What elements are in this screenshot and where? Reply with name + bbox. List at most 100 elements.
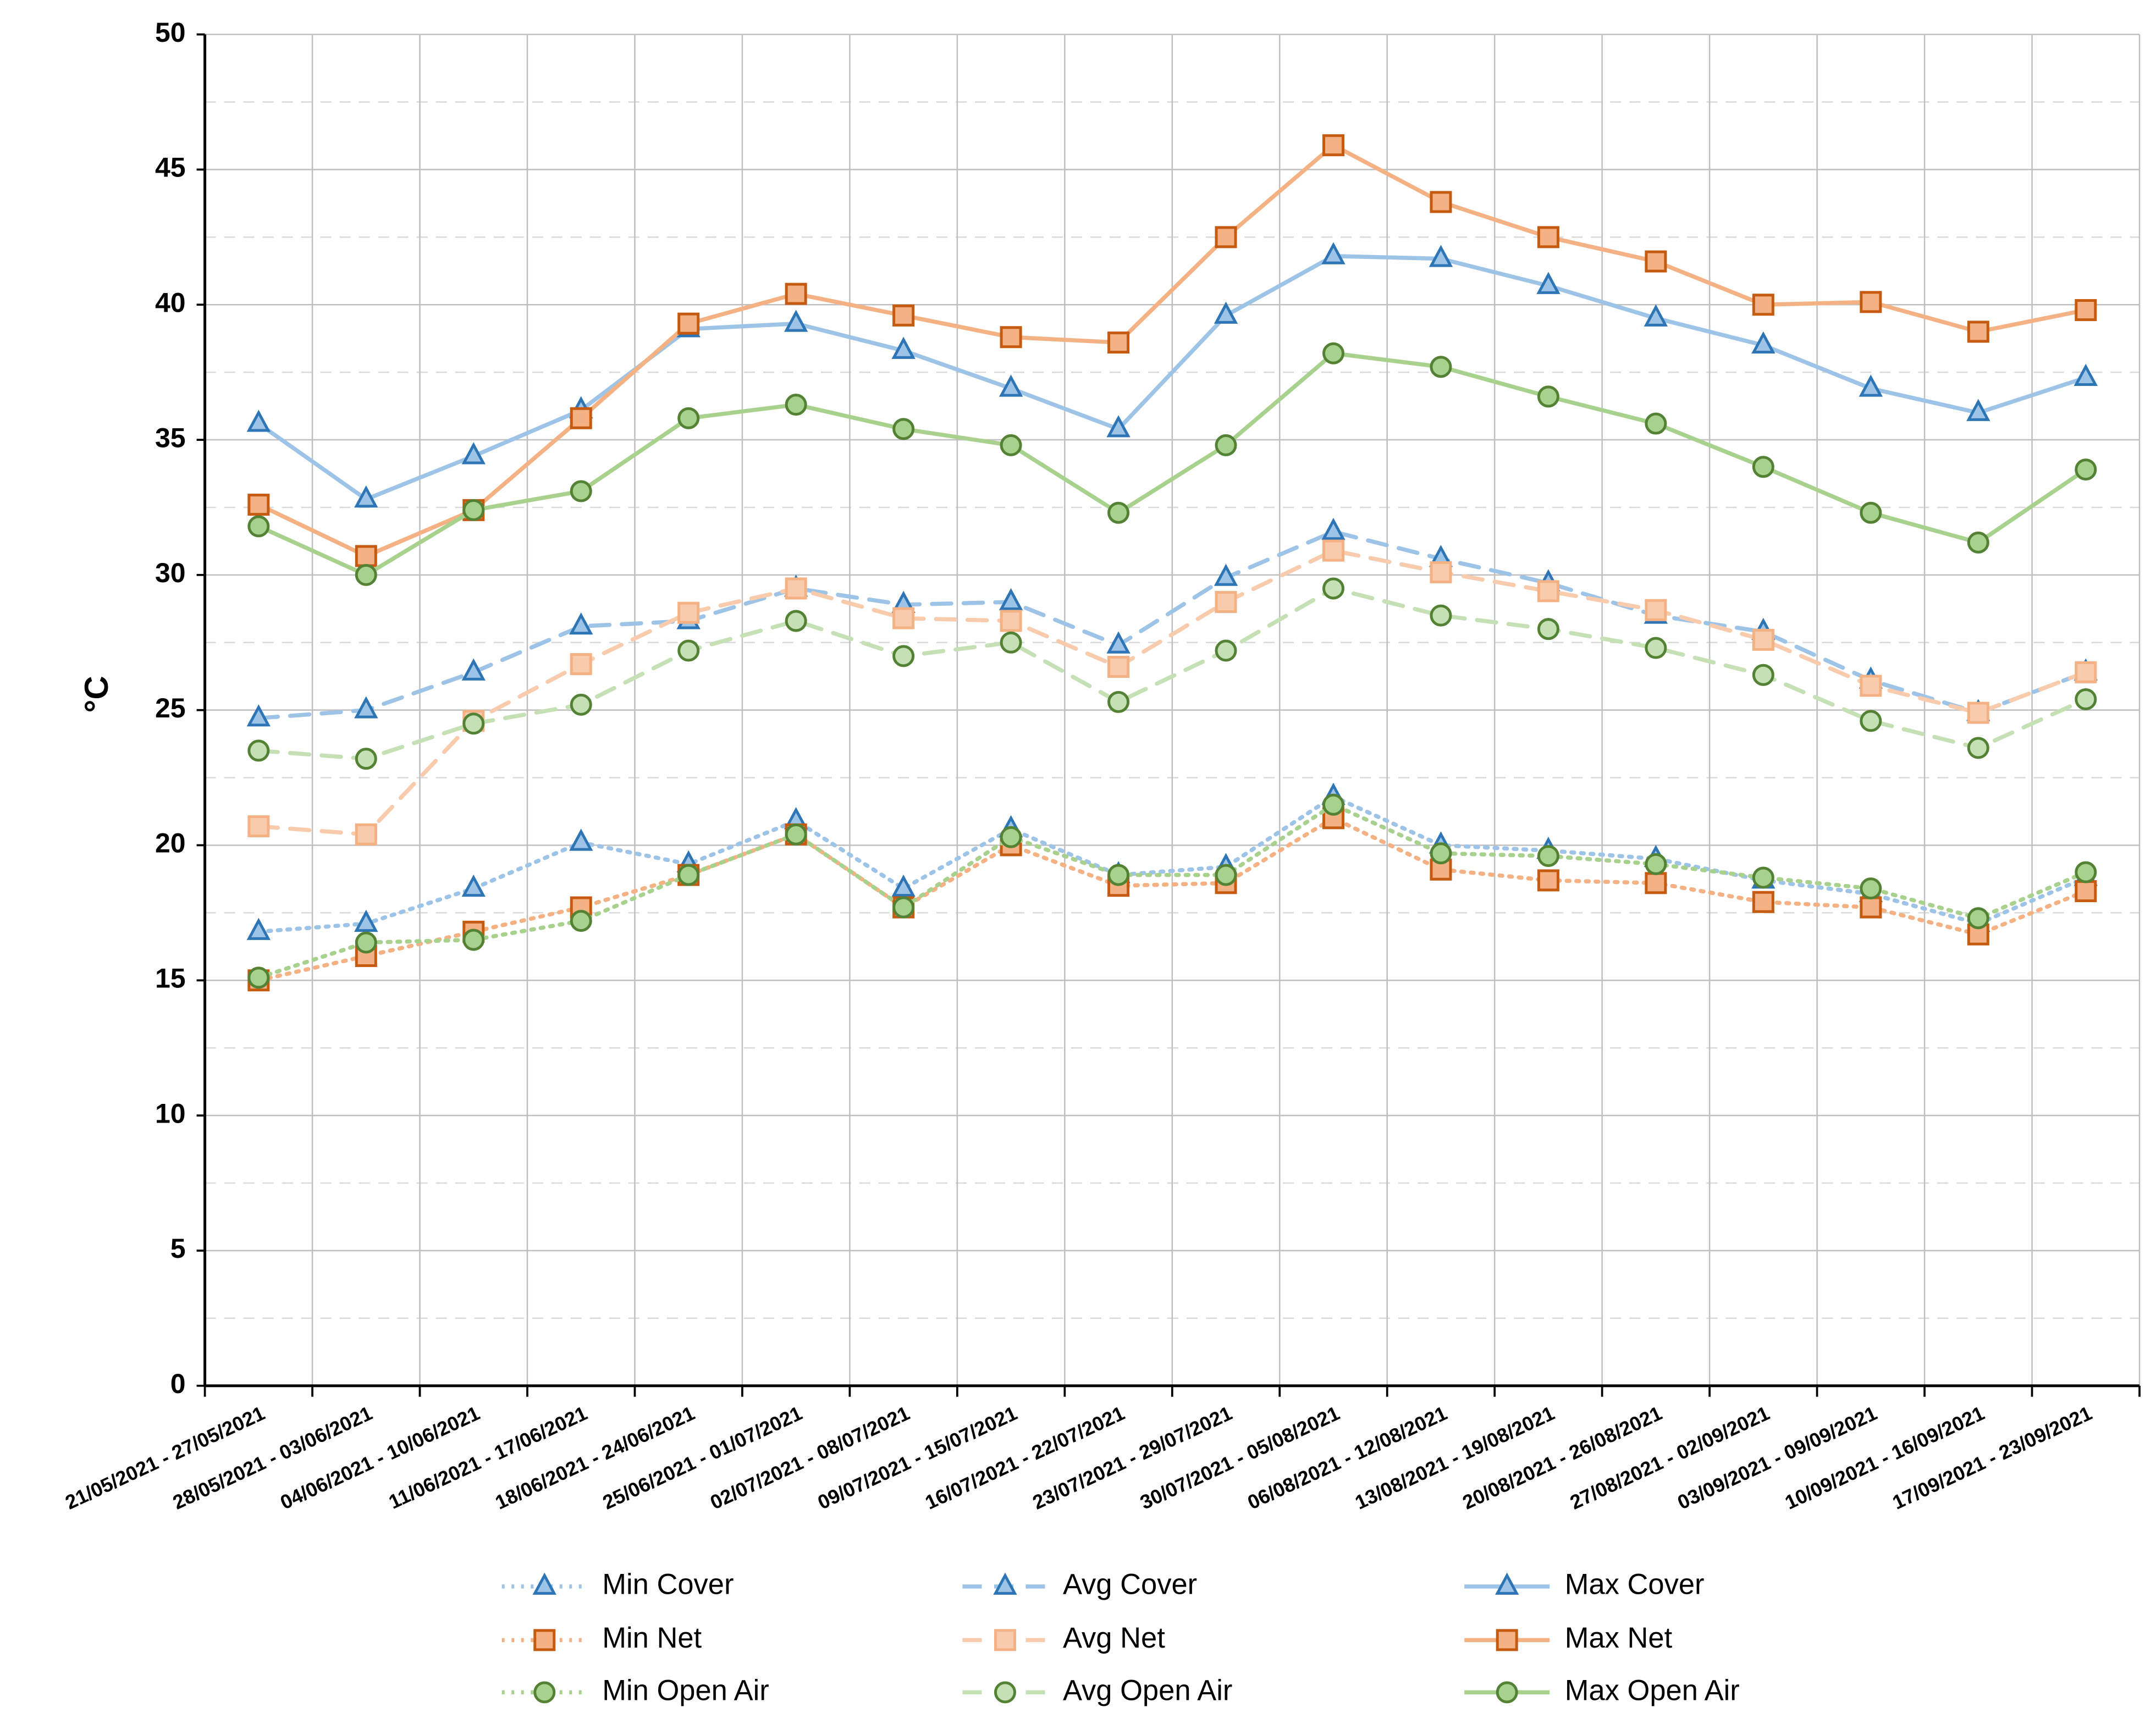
marker xyxy=(1215,864,1237,886)
marker xyxy=(1107,656,1130,678)
marker xyxy=(1537,618,1559,640)
marker xyxy=(677,601,700,624)
marker xyxy=(1537,385,1559,408)
marker xyxy=(247,966,270,989)
marker xyxy=(1537,580,1559,603)
marker xyxy=(461,442,486,465)
x-tick-label: 04/06/2021 - 10/06/2021 xyxy=(277,1402,483,1514)
marker xyxy=(1860,291,1882,313)
marker xyxy=(892,418,915,440)
marker xyxy=(1429,245,1453,267)
marker xyxy=(247,815,270,838)
marker xyxy=(247,515,270,538)
marker xyxy=(1752,294,1774,316)
marker xyxy=(2075,688,2097,711)
marker xyxy=(1645,599,1667,621)
marker xyxy=(569,612,593,635)
series-line xyxy=(256,351,2088,578)
y-tick-label: 10 xyxy=(155,1098,186,1129)
marker xyxy=(1000,631,1022,654)
marker xyxy=(993,1572,1017,1595)
x-tick-label: 10/09/2021 - 16/09/2021 xyxy=(1782,1402,1988,1514)
marker xyxy=(1967,531,1989,554)
marker xyxy=(785,283,807,305)
marker xyxy=(355,931,377,954)
marker xyxy=(1967,737,1989,759)
marker xyxy=(2075,880,2097,903)
marker xyxy=(1430,191,1452,213)
legend-label: Avg Open Air xyxy=(1063,1674,1232,1706)
x-tick-label: 23/07/2021 - 29/07/2021 xyxy=(1029,1402,1236,1514)
legend-label: Max Cover xyxy=(1565,1568,1705,1601)
marker xyxy=(1107,501,1130,524)
y-tick-label: 45 xyxy=(155,152,186,183)
legend-label: Max Net xyxy=(1565,1622,1673,1654)
marker xyxy=(246,410,271,432)
marker xyxy=(355,545,377,567)
legend-label: Min Cover xyxy=(602,1568,734,1601)
series-line xyxy=(256,802,2088,980)
marker xyxy=(354,909,378,932)
legend-label: Max Open Air xyxy=(1565,1674,1740,1706)
x-tick-label: 25/06/2021 - 01/07/2021 xyxy=(599,1402,806,1514)
x-tick-label: 09/07/2021 - 15/07/2021 xyxy=(814,1402,1021,1514)
legend-label: Min Net xyxy=(602,1622,702,1654)
marker xyxy=(1752,456,1774,478)
series-line xyxy=(256,816,2088,983)
marker xyxy=(570,693,592,716)
marker xyxy=(1860,501,1882,524)
marker xyxy=(355,563,377,586)
marker xyxy=(892,896,915,919)
series xyxy=(247,577,2097,770)
marker xyxy=(1860,896,1882,919)
marker xyxy=(892,304,915,327)
y-tick-label: 0 xyxy=(170,1368,186,1399)
marker xyxy=(1536,272,1561,294)
x-tick-label: 30/07/2021 - 05/08/2021 xyxy=(1137,1402,1343,1514)
marker xyxy=(891,874,916,897)
marker xyxy=(1322,793,1344,816)
marker xyxy=(1496,1681,1518,1704)
marker xyxy=(355,748,377,770)
marker xyxy=(462,499,485,521)
marker xyxy=(1645,853,1667,875)
marker xyxy=(1859,374,1883,397)
marker xyxy=(1321,242,1346,264)
marker xyxy=(1752,628,1774,651)
marker xyxy=(785,823,807,846)
series xyxy=(247,793,2097,989)
marker xyxy=(1751,331,1775,353)
marker xyxy=(1537,226,1559,248)
marker xyxy=(1860,675,1882,697)
marker xyxy=(1860,877,1882,900)
marker xyxy=(2074,363,2098,386)
marker xyxy=(533,1681,556,1704)
marker xyxy=(1214,563,1238,586)
marker xyxy=(1215,639,1237,662)
marker xyxy=(1967,321,1989,343)
marker xyxy=(1752,664,1774,686)
y-tick-label: 40 xyxy=(155,287,186,318)
marker xyxy=(1000,826,1022,848)
marker xyxy=(246,918,271,940)
marker xyxy=(1322,134,1344,157)
marker xyxy=(1645,250,1667,273)
marker xyxy=(994,1629,1016,1651)
y-tick-label: 30 xyxy=(155,557,186,588)
y-tick-label: 15 xyxy=(155,963,186,994)
marker xyxy=(892,645,915,667)
series-line xyxy=(256,529,2088,721)
x-tick-label: 02/07/2021 - 08/07/2021 xyxy=(707,1402,913,1514)
marker xyxy=(570,407,592,429)
series xyxy=(247,134,2097,567)
marker xyxy=(1644,304,1668,327)
marker xyxy=(1215,434,1237,456)
marker xyxy=(1496,1629,1518,1651)
marker xyxy=(1000,434,1022,456)
marker xyxy=(1000,326,1022,349)
legend-label: Avg Net xyxy=(1063,1622,1165,1654)
marker xyxy=(785,577,807,600)
y-tick-label: 35 xyxy=(155,422,186,453)
marker xyxy=(1966,399,1990,421)
marker xyxy=(1645,637,1667,659)
